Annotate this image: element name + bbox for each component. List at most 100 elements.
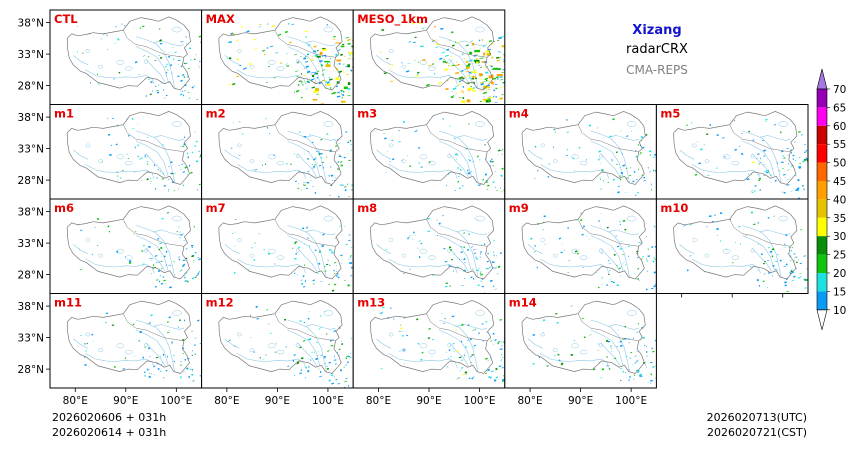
radar-echo [154,255,158,257]
radar-echo [453,94,455,97]
radar-echo [501,380,504,383]
radar-echo [441,51,446,54]
radar-echo [652,350,655,353]
radar-echo [794,260,796,262]
radar-echo [294,242,296,245]
radar-echo [199,156,201,158]
radar-echo [451,91,453,93]
radar-echo [600,168,603,171]
radar-echo [762,280,765,283]
radar-echo [461,285,464,286]
radar-echo [179,145,182,147]
radar-echo [654,153,657,156]
radar-echo [546,365,549,367]
river-line [600,153,621,178]
radar-echo [82,52,84,54]
radar-echo [392,318,395,320]
radar-echo [625,247,627,249]
radar-echo [264,163,267,165]
lake [475,26,485,33]
river-line [135,235,169,271]
radar-echo [412,238,414,240]
radar-echo [563,250,565,251]
radar-echo [633,378,635,380]
colorbar-extend-min [816,309,828,330]
radar-echo [333,330,337,333]
panel-MAX: MAX [201,9,354,105]
radar-echo [637,144,639,146]
radar-echo [148,347,151,350]
radar-echo [311,141,314,144]
lon-tick-label: 80°E [214,395,239,407]
radar-echo [167,178,170,180]
radar-echo [544,243,546,245]
radar-echo [390,68,393,69]
radar-echo [600,188,602,190]
radar-echo [318,251,322,253]
radar-echo [303,321,306,324]
radar-echo [338,348,341,351]
radar-echo [168,316,171,319]
radar-echo [322,79,326,82]
radar-echo [168,189,170,190]
radar-echo [334,139,337,141]
radar-echo [483,243,486,246]
radar-echo [168,55,171,58]
radar-echo [635,369,639,372]
radar-echo [391,63,394,66]
radar-echo [620,367,623,369]
river-line [438,329,472,366]
river-line [752,153,772,178]
radar-echo [134,355,135,357]
radar-echo [298,246,301,248]
radar-echo [165,369,168,372]
radar-echo [458,363,460,365]
radar-echo [753,190,756,192]
radar-echo [629,376,631,378]
radar-echo [161,178,164,180]
radar-echo [776,162,778,164]
radar-echo [450,80,452,82]
radar-echo [116,171,119,173]
radar-echo [106,48,108,50]
river-line [742,140,775,177]
radar-echo [307,237,309,239]
radar-echo [442,118,444,120]
radar-echo [177,256,181,258]
radar-echo [294,374,296,377]
radar-echo [473,346,475,348]
lon-tick-label: 80°E [517,395,542,407]
radar-echo [91,333,94,336]
inner-border [426,313,488,342]
radar-echo [606,356,608,358]
radar-echo [414,130,418,133]
radar-echo [443,58,445,61]
lake [475,121,485,127]
radar-echo [185,36,187,38]
radar-echo [488,88,491,90]
radar-echo [609,270,611,272]
radar-echo [474,218,476,219]
radar-echo [165,75,167,76]
radar-echo [790,190,793,192]
radar-echo [581,317,585,320]
lat-tick-label: 33°N [18,144,44,156]
radar-echo [306,53,310,56]
radar-echo [772,264,775,267]
radar-echo [457,180,460,183]
radar-echo [191,350,193,352]
radar-echo [274,351,277,353]
radar-echo [469,159,471,162]
radar-echo [764,260,767,263]
radar-echo [561,242,563,244]
radar-echo [328,248,332,251]
radar-echo [467,324,470,327]
radar-echo [740,243,742,245]
radar-echo [616,346,618,347]
radar-echo [163,184,167,187]
radar-echo [805,157,807,159]
radar-echo [470,356,472,358]
radar-echo [335,53,338,56]
panel-label: MAX [206,12,235,26]
radar-echo [344,380,347,383]
